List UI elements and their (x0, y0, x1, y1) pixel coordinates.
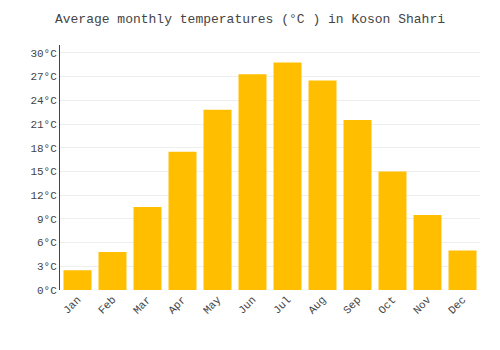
svg-text:12°C: 12°C (30, 190, 57, 202)
svg-text:0°C: 0°C (37, 285, 57, 297)
svg-text:Nov: Nov (411, 294, 434, 317)
svg-text:18°C: 18°C (30, 143, 57, 155)
svg-text:May: May (201, 294, 224, 317)
svg-text:Jun: Jun (236, 294, 258, 316)
svg-text:Aug: Aug (306, 294, 328, 316)
svg-text:24°C: 24°C (30, 95, 57, 107)
svg-text:Sep: Sep (341, 294, 363, 316)
svg-text:Dec: Dec (446, 294, 468, 316)
svg-text:6°C: 6°C (37, 237, 57, 249)
svg-text:3°C: 3°C (37, 261, 57, 273)
svg-text:9°C: 9°C (37, 214, 57, 226)
svg-text:30°C: 30°C (30, 48, 57, 60)
svg-text:15°C: 15°C (30, 166, 57, 178)
svg-text:Feb: Feb (96, 294, 118, 316)
svg-text:Apr: Apr (166, 294, 188, 316)
svg-text:Jan: Jan (61, 294, 83, 316)
svg-text:27°C: 27°C (30, 71, 57, 83)
svg-text:Oct: Oct (376, 294, 398, 316)
svg-text:21°C: 21°C (30, 119, 57, 131)
svg-text:Average monthly temperatures (: Average monthly temperatures (°C ) in Ko… (55, 12, 445, 27)
svg-text:Mar: Mar (131, 294, 153, 316)
svg-text:Jul: Jul (271, 294, 293, 316)
